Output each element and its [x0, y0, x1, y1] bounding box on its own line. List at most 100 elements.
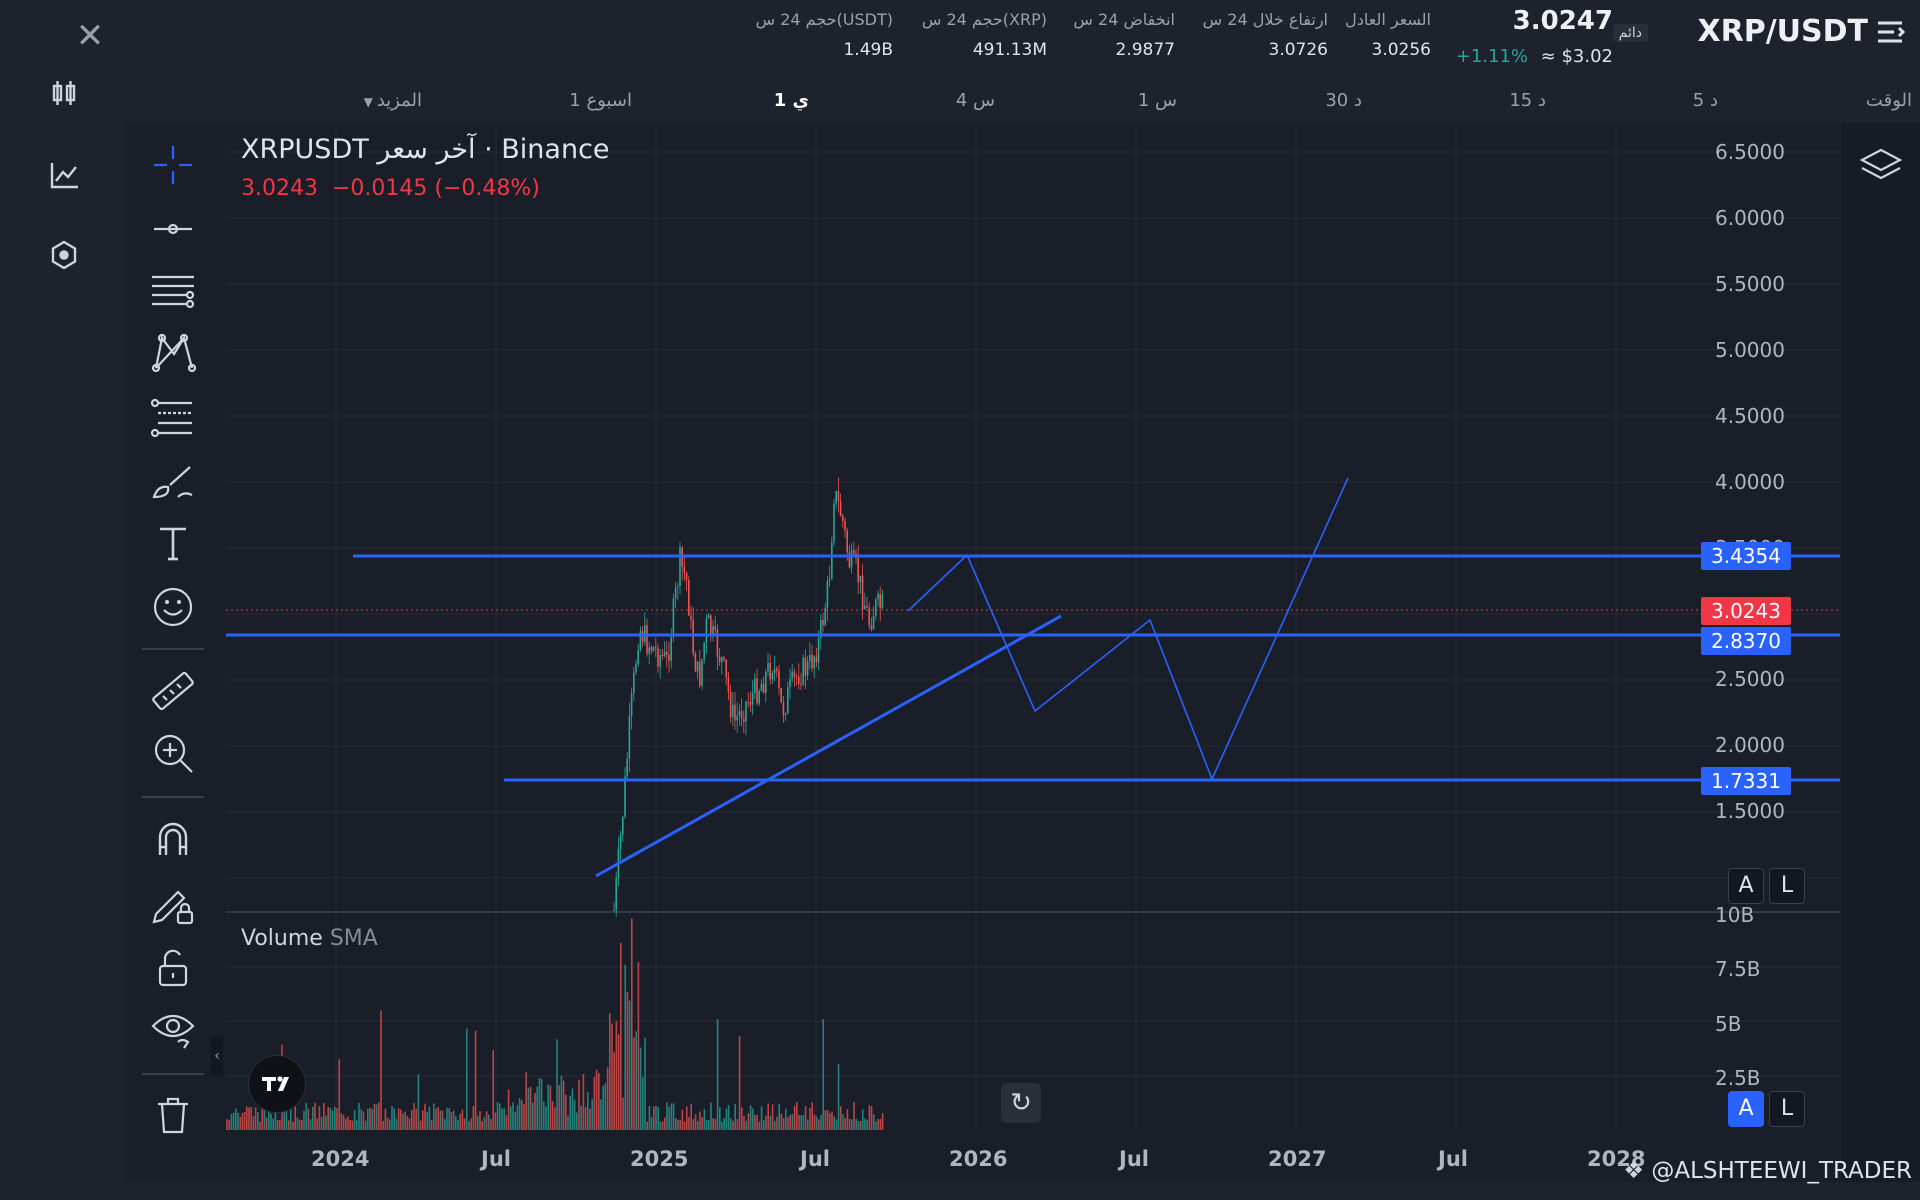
- volume-bar: [846, 1109, 849, 1130]
- volume-bar: [285, 1109, 288, 1130]
- volume-bar: [516, 1105, 519, 1130]
- candle-body: [745, 701, 747, 722]
- menu-icon[interactable]: [1874, 16, 1908, 50]
- price-axis-label: 4.0000: [1715, 470, 1785, 494]
- horizontal-lines-icon[interactable]: [148, 265, 198, 315]
- close-icon[interactable]: ✕: [75, 16, 105, 56]
- volume-bar: [386, 1117, 389, 1130]
- volume-bar: [864, 1118, 866, 1130]
- volume-bar: [265, 1117, 268, 1130]
- volume-bar: [499, 1103, 501, 1130]
- collapse-toolbar-button[interactable]: ‹: [211, 1036, 223, 1076]
- tab-1d[interactable]: 1 ي: [773, 90, 809, 111]
- volume-bar: [725, 1108, 728, 1130]
- volume-bar: [426, 1111, 428, 1130]
- trash-icon[interactable]: [148, 1090, 198, 1140]
- tab-1h[interactable]: 1 س: [1137, 90, 1177, 111]
- candle-body: [751, 692, 754, 705]
- volume-bar: [305, 1103, 307, 1130]
- volume-bar: [644, 1037, 646, 1130]
- price-axis-label: 2.5000: [1715, 667, 1785, 691]
- symbol-title[interactable]: XRP/USDT: [1697, 14, 1868, 49]
- candle-body: [848, 552, 851, 568]
- tab-4h[interactable]: 4 س: [955, 90, 995, 111]
- eye-icon[interactable]: [148, 1004, 198, 1054]
- candle-body: [723, 657, 725, 660]
- price-tag-level: 1.7331: [1701, 767, 1791, 795]
- candle-body: [769, 663, 771, 680]
- volume-bar: [756, 1115, 758, 1130]
- volume-bar: [468, 1121, 470, 1130]
- trend-line-icon[interactable]: [148, 204, 198, 254]
- text-icon[interactable]: [148, 519, 198, 569]
- volume-bar: [595, 1069, 598, 1130]
- candle-body: [688, 579, 690, 616]
- candle-body: [630, 693, 633, 717]
- price-chart[interactable]: [127, 122, 1840, 1182]
- emoji-icon[interactable]: [148, 582, 198, 632]
- crosshair-icon[interactable]: [148, 140, 198, 190]
- candle-body: [826, 580, 829, 609]
- volume-bar: [235, 1108, 237, 1130]
- settings-hex-icon[interactable]: [42, 233, 86, 277]
- volume-bar: [824, 1110, 827, 1130]
- tab-more[interactable]: ▼ المزيد: [364, 90, 422, 111]
- price-axis-label: 6.5000: [1715, 140, 1785, 164]
- candle-body: [875, 599, 877, 616]
- tab-30m[interactable]: 30 د: [1325, 90, 1362, 111]
- candle-body: [699, 661, 701, 686]
- tradingview-logo[interactable]: [248, 1055, 306, 1113]
- volume-bar: [727, 1104, 730, 1130]
- magnet-icon[interactable]: [148, 815, 198, 865]
- tab-5m[interactable]: 5 د: [1692, 90, 1718, 111]
- volume-legend-sub: SMA: [329, 926, 378, 951]
- candle-body: [683, 566, 686, 574]
- refresh-icon[interactable]: ↻: [1001, 1083, 1041, 1123]
- volume-bar: [670, 1103, 673, 1130]
- volume-bar: [877, 1119, 879, 1130]
- lock-drawing-icon[interactable]: [148, 880, 198, 930]
- pattern-icon[interactable]: [148, 328, 198, 378]
- volume-bar: [422, 1110, 424, 1130]
- volume-bar: [626, 991, 629, 1130]
- layers-icon[interactable]: [1856, 140, 1906, 190]
- candle-body: [624, 776, 626, 817]
- indicator-icon[interactable]: [42, 153, 86, 197]
- candle-body: [661, 655, 664, 657]
- volume-bar: [547, 1084, 549, 1130]
- volume-bar: [683, 1121, 686, 1130]
- time-axis-label: 2027: [1268, 1147, 1327, 1171]
- volume-bar: [367, 1108, 369, 1130]
- volume-bar: [813, 1114, 816, 1130]
- volume-bar: [857, 1121, 860, 1130]
- volume-bar: [536, 1086, 538, 1130]
- volume-bar: [791, 1114, 794, 1130]
- volume-bar: [569, 1095, 571, 1130]
- brush-icon[interactable]: [148, 457, 198, 507]
- zoom-in-icon[interactable]: [148, 728, 198, 778]
- candle-body: [714, 626, 716, 630]
- candle-body: [802, 657, 804, 685]
- volume-bar: [512, 1102, 514, 1130]
- candles-icon[interactable]: [42, 72, 86, 116]
- unlock-icon[interactable]: [148, 942, 198, 992]
- volume-bar: [807, 1119, 809, 1130]
- volume-bar: [743, 1115, 745, 1130]
- volume-auto-scale-button[interactable]: A: [1728, 1091, 1764, 1127]
- fib-icon[interactable]: [148, 393, 198, 443]
- ruler-icon[interactable]: [148, 666, 198, 716]
- stat-label: حجم 24 س(USDT): [755, 10, 893, 29]
- volume-bar: [837, 1063, 840, 1130]
- volume-bar: [820, 1115, 822, 1130]
- tab-1w[interactable]: 1 اسبوع: [569, 90, 632, 111]
- candle-body: [692, 619, 694, 654]
- tab-15m[interactable]: 15 د: [1509, 90, 1546, 111]
- log-scale-button[interactable]: L: [1769, 868, 1805, 904]
- chart-area[interactable]: [127, 122, 1840, 1182]
- volume-bar: [378, 1102, 380, 1130]
- volume-log-scale-button[interactable]: L: [1769, 1091, 1805, 1127]
- auto-scale-button[interactable]: A: [1728, 868, 1764, 904]
- candle-body: [835, 491, 837, 504]
- volume-bar: [789, 1114, 791, 1130]
- volume-bar: [587, 1092, 589, 1130]
